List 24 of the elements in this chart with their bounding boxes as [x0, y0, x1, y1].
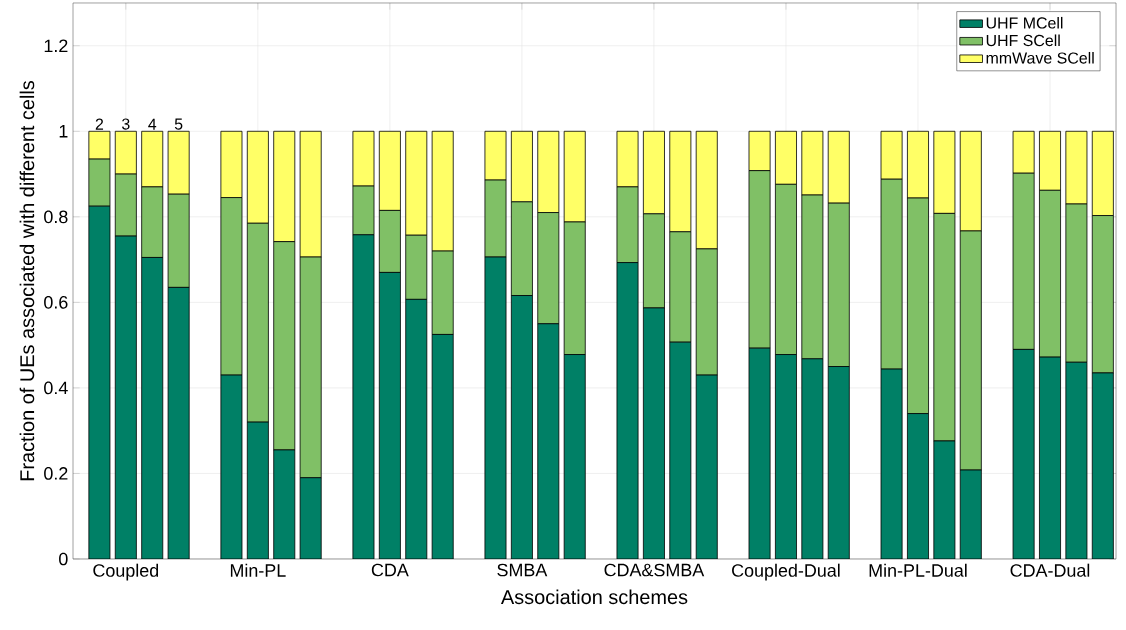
x-tick-label: Coupled [93, 563, 159, 581]
x-tick-label: CDA&SMBA [604, 563, 705, 577]
y-tick-label: 0.2 [44, 467, 68, 480]
x-tick-label: Min-PL-Dual [869, 563, 967, 577]
x-axis-title: Association schemes [500, 589, 688, 605]
y-axis-title: Fraction of UEs associated with different cells [19, 80, 35, 481]
legend-label: mmWave SCell [986, 51, 1094, 64]
x-tick-label: SMBA [497, 563, 548, 577]
y-tick-label: 0.6 [44, 296, 68, 309]
x-tick-label: CDA-Dual [1010, 563, 1090, 577]
annotation: 5 [174, 118, 183, 130]
annotation: 3 [121, 118, 130, 130]
legend-label: UHF MCell [986, 16, 1063, 29]
x-tick-label: CDA [371, 563, 409, 577]
y-tick-label: 0.8 [44, 210, 68, 224]
annotation: 2 [95, 118, 104, 130]
y-tick-label: 0.4 [44, 381, 68, 395]
legend-label: UHF SCell [986, 34, 1060, 47]
y-tick-label: 1 [59, 125, 68, 138]
y-tick-label: 1.2 [44, 39, 68, 53]
annotation: 4 [148, 118, 157, 130]
y-tick-label: 0 [59, 552, 68, 566]
x-tick-label: Min-PL [230, 563, 286, 577]
x-tick-label: Coupled-Dual [732, 563, 840, 581]
